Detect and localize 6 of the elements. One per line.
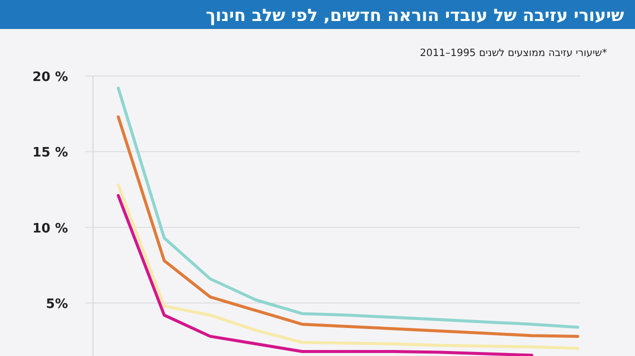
y-tick-label: 15 % bbox=[32, 146, 68, 161]
title: שיעורי עזיבה של עובדי הוראה חדשים, לפי שלב חינוך bbox=[206, 6, 624, 26]
y-tick-label: 5% bbox=[46, 297, 68, 312]
subtitle: *שיעורי עזיבה ממוצעים לשנים 1995–2011 bbox=[420, 48, 607, 59]
y-tick-label: 10 % bbox=[32, 221, 68, 236]
y-tick-label: 20 % bbox=[32, 70, 68, 85]
